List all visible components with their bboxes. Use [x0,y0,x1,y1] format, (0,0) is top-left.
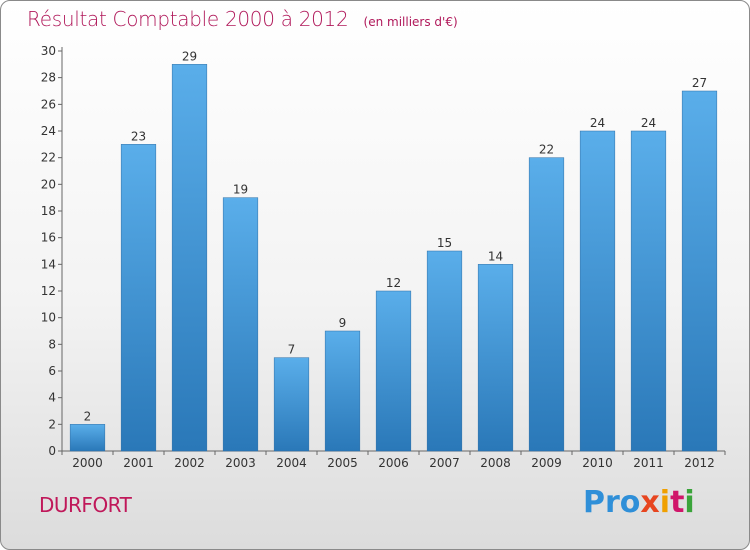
data-label-2001: 23 [131,129,146,143]
y-tick-label: 14 [41,257,56,271]
x-tick-label: 2000 [72,456,103,470]
data-label-2009: 22 [539,143,554,157]
y-tick-label: 28 [41,71,56,85]
y-tick-label: 0 [48,444,56,458]
logo-part-2: x [640,485,660,520]
data-label-2005: 9 [339,316,347,330]
y-tick-label: 26 [41,97,56,111]
x-tick-label: 2011 [633,456,664,470]
bar-2010 [579,130,616,452]
data-label-2012: 27 [692,76,707,90]
y-tick-label: 4 [48,391,56,405]
data-label-2004: 7 [288,343,296,357]
data-label-2010: 24 [590,116,605,130]
bar-2002 [171,64,208,452]
data-label-2011: 24 [641,116,656,130]
y-tick-label: 12 [41,284,56,298]
commune-name: DURFORT [39,493,132,517]
y-tick-label: 22 [41,151,56,165]
data-label-2007: 15 [437,236,452,250]
bar-2000 [69,424,106,452]
x-tick-label: 2004 [276,456,307,470]
x-tick-label: 2002 [174,456,205,470]
x-tick-label: 2006 [378,456,409,470]
y-tick-label: 10 [41,311,56,325]
y-tick-label: 30 [41,44,56,58]
logo-part-3: i [659,485,671,520]
chart-title: Résultat Comptable 2000 à 2012 [27,7,349,31]
logo-part-1: Pro [583,485,641,520]
x-tick-label: 2007 [429,456,460,470]
proxiti-logo: Proxiti [583,485,695,520]
bar-2004 [273,357,310,452]
y-tick-label: 24 [41,124,56,138]
y-tick-label: 8 [48,337,56,351]
y-tick-label: 16 [41,231,56,245]
y-tick-label: 20 [41,177,56,191]
data-label-2006: 12 [386,276,401,290]
logo-part-5: i [684,485,695,520]
bar-2006 [375,290,412,452]
chart-unit: (en milliers d'€) [363,15,458,29]
data-label-2000: 2 [84,409,92,423]
bar-2009 [528,157,565,452]
data-label-2008: 14 [488,249,503,263]
logo-part-4: t [670,485,685,520]
x-tick-label: 2001 [123,456,154,470]
bar-2003 [222,197,259,452]
data-label-2003: 19 [233,183,248,197]
y-tick-label: 2 [48,417,56,431]
x-tick-label: 2009 [531,456,562,470]
x-tick-label: 2003 [225,456,256,470]
x-tick-label: 2005 [327,456,358,470]
bar-2001 [120,144,157,452]
bar-2012 [681,90,718,452]
x-tick-label: 2012 [684,456,715,470]
y-tick-label: 18 [41,204,56,218]
bar-2005 [324,330,361,452]
x-tick-label: 2008 [480,456,511,470]
bar-2007 [426,250,463,452]
chart-title-block: Résultat Comptable 2000 à 2012 (en milli… [27,7,458,31]
bar-2008 [477,264,514,452]
y-tick-label: 6 [48,364,56,378]
data-label-2002: 29 [182,49,197,63]
bar-2011 [630,130,667,452]
x-tick-label: 2010 [582,456,613,470]
